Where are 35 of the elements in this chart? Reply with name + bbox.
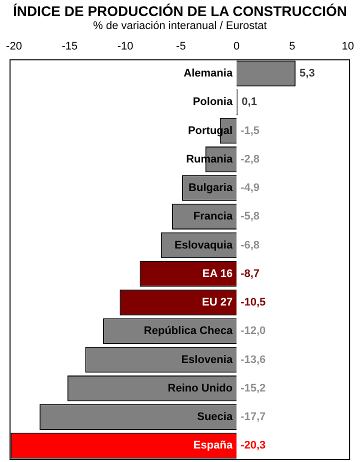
data-label: -6,8 [240, 239, 260, 252]
y-tick-label: EA 16 [202, 268, 233, 280]
data-label: 5,3 [300, 68, 315, 80]
data-label: -17,7 [240, 411, 266, 424]
y-tick-label: Bulgaria [188, 182, 234, 194]
y-tick-label: Suecia [197, 411, 234, 424]
y-tick-label: España [193, 440, 234, 452]
y-tick-label: EU 27 [202, 296, 233, 309]
data-label: -8,7 [240, 268, 260, 280]
x-tick-label: -5 [176, 40, 186, 53]
y-tick-label: Alemania [184, 68, 234, 80]
x-tick-label: -20 [6, 40, 22, 53]
data-label: -5,8 [240, 210, 260, 223]
data-label: -20,3 [240, 440, 266, 452]
y-tick-label: Eslovenia [181, 354, 234, 366]
data-label: -4,9 [240, 182, 260, 194]
data-label: -12,0 [240, 325, 266, 338]
y-tick-label: República Checa [144, 325, 234, 338]
y-tick-label: Francia [193, 210, 234, 223]
y-tick-label: Eslovaquia [174, 239, 234, 252]
x-tick-label: -10 [117, 40, 134, 53]
data-label: -1,5 [240, 124, 260, 137]
data-label: -13,6 [240, 354, 266, 366]
data-label: -15,2 [240, 382, 266, 394]
chart-title: ÍNDICE DE PRODUCCIÓN DE LA CONSTRUCCIÓN [12, 3, 348, 20]
y-tick-label: Polonia [192, 96, 234, 108]
x-tick-label: 10 [342, 40, 354, 53]
data-label: -10,5 [240, 296, 266, 309]
x-tick-label: 0 [234, 40, 240, 53]
y-tick-label: Reino Unido [168, 382, 233, 394]
data-label: -2,8 [240, 153, 260, 166]
x-tick-label: -15 [62, 40, 78, 53]
data-label: 0,1 [242, 96, 257, 108]
chart-subtitle: % de variación interanual / Eurostat [92, 20, 268, 34]
x-tick-label: 5 [289, 40, 296, 53]
